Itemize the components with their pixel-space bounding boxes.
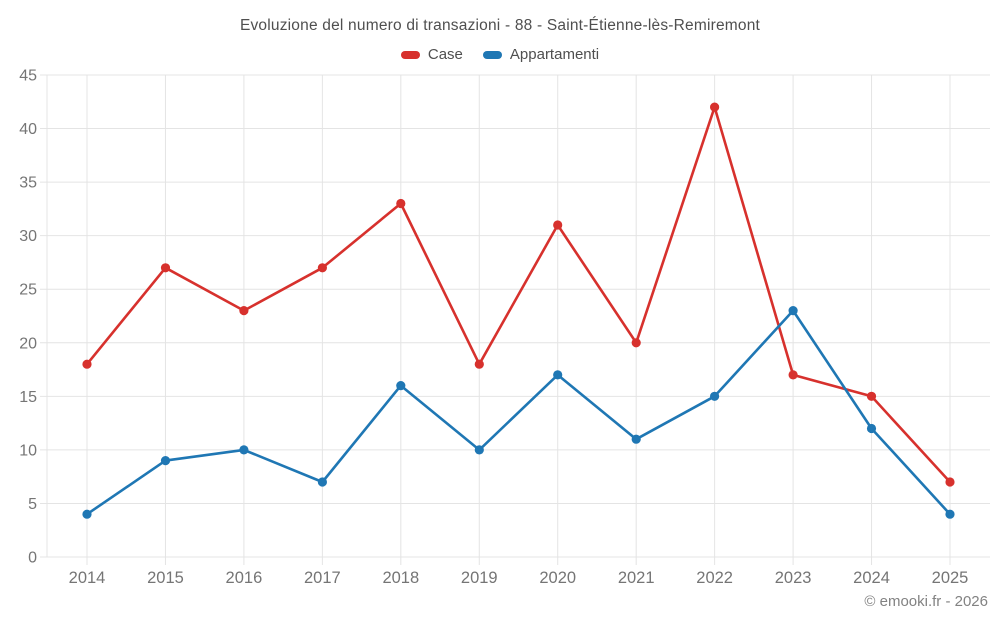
data-point-case-2021 (631, 338, 641, 348)
x-tick-label: 2020 (539, 569, 576, 587)
y-tick-label: 10 (19, 442, 37, 459)
data-point-appartamenti-2025 (945, 509, 955, 519)
y-tick-label: 40 (19, 121, 37, 138)
x-tick-label: 2024 (853, 569, 890, 587)
copyright: © emooki.fr - 2026 (864, 593, 988, 610)
data-point-case-2024 (866, 391, 877, 401)
data-point-case-2018 (396, 198, 406, 209)
x-tick-label: 2023 (775, 569, 812, 587)
y-tick-label: 20 (19, 335, 37, 352)
data-point-case-2017 (317, 263, 327, 273)
data-point-case-2014 (82, 359, 92, 369)
x-tick-label: 2015 (147, 569, 184, 587)
legend-item-appartamenti[interactable]: Appartamenti (482, 46, 600, 63)
y-tick-label: 30 (19, 228, 37, 245)
data-point-case-2022 (710, 102, 720, 112)
y-tick-label: 35 (19, 175, 37, 192)
y-tick-label: 45 (19, 68, 37, 85)
data-point-appartamenti-2017 (317, 477, 327, 487)
series-line-case (85, 105, 952, 484)
y-tick-label: 0 (28, 550, 37, 567)
data-point-appartamenti-2019 (474, 445, 484, 455)
chart-title: Evoluzione del numero di transazioni - 8… (239, 17, 761, 34)
legend-swatch-appartamenti (482, 50, 502, 59)
data-point-appartamenti-2018 (396, 381, 406, 391)
y-tick-label: 5 (28, 496, 37, 513)
data-point-appartamenti-2023 (788, 306, 798, 316)
data-point-appartamenti-2021 (631, 434, 641, 444)
y-tick-label: 25 (19, 282, 37, 299)
x-tick-label: 2016 (226, 569, 263, 587)
legend-item-case[interactable]: Case (400, 46, 463, 63)
data-point-appartamenti-2024 (866, 423, 877, 434)
data-point-case-2016 (239, 306, 249, 316)
y-tick-label: 15 (19, 389, 37, 406)
x-tick-label: 2021 (618, 569, 655, 587)
data-point-case-2019 (474, 359, 484, 369)
x-tick-label: 2022 (696, 569, 733, 587)
data-point-case-2020 (553, 220, 563, 230)
x-tick-label: 2014 (69, 569, 106, 587)
data-point-appartamenti-2016 (239, 445, 249, 455)
legend: Case Appartamenti (0, 46, 1000, 63)
data-point-case-2025 (945, 477, 955, 487)
data-point-appartamenti-2015 (160, 456, 171, 466)
series-line-appartamenti (85, 309, 952, 516)
legend-label-appartamenti: Appartamenti (509, 46, 600, 63)
data-point-case-2015 (160, 263, 171, 273)
data-point-appartamenti-2020 (553, 370, 563, 380)
data-point-appartamenti-2014 (82, 509, 92, 519)
x-tick-label: 2018 (382, 569, 419, 587)
x-tick-label: 2017 (304, 569, 341, 587)
data-point-case-2023 (788, 370, 798, 380)
legend-label-case: Case (427, 46, 463, 63)
legend-swatch-case (400, 50, 420, 59)
data-point-appartamenti-2022 (710, 391, 720, 401)
x-tick-label: 2019 (461, 569, 498, 587)
x-tick-label: 2025 (932, 569, 969, 587)
